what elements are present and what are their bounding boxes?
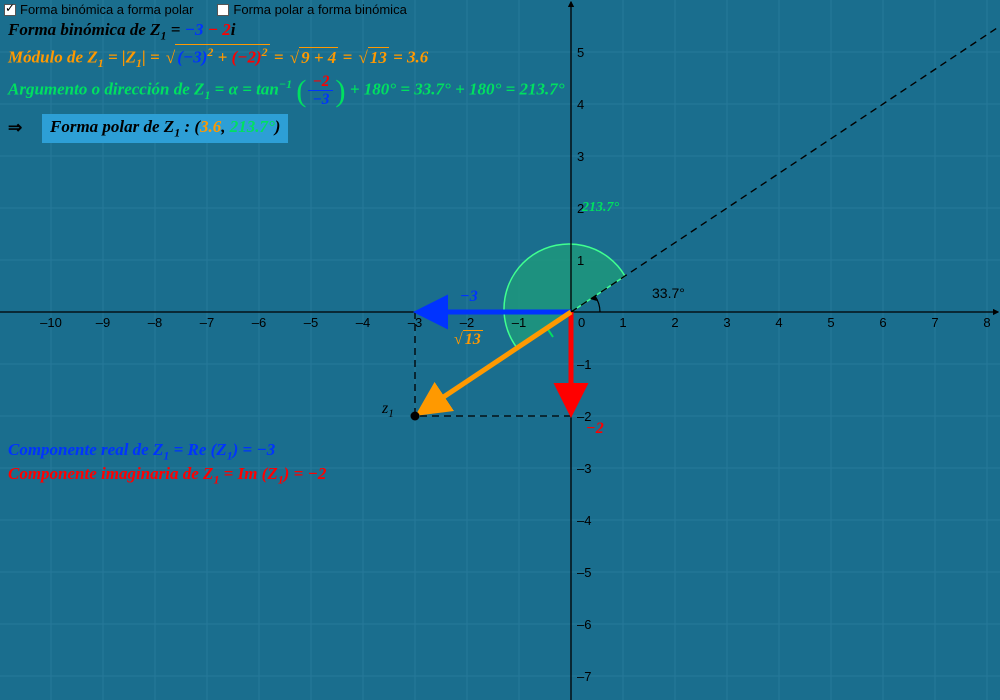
svg-text:4: 4 <box>577 97 584 112</box>
svg-text:1: 1 <box>577 253 584 268</box>
svg-text:–7: –7 <box>200 315 214 330</box>
svg-text:4: 4 <box>775 315 782 330</box>
svg-text:3: 3 <box>577 149 584 164</box>
line-binomica: Forma binómica de Z1 = −3 − 2i <box>8 20 236 43</box>
svg-text:–4: –4 <box>577 513 591 528</box>
label-sqrt13: 13 <box>452 330 483 349</box>
svg-text:–8: –8 <box>148 315 162 330</box>
svg-text:7: 7 <box>931 315 938 330</box>
checkbox-icon <box>4 4 16 16</box>
svg-text:1: 1 <box>619 315 626 330</box>
svg-text:–2: –2 <box>460 315 474 330</box>
svg-text:0: 0 <box>578 315 585 330</box>
svg-text:–3: –3 <box>577 461 591 476</box>
line-argumento: Argumento o dirección de Z1 = α = tan−1 … <box>8 74 565 108</box>
ray-dashed <box>571 26 1000 312</box>
point-z1 <box>411 412 420 421</box>
arrow-icon: ⇒ <box>8 118 22 138</box>
svg-text:–9: –9 <box>96 315 110 330</box>
line-componente-real: Componente real de Z1 = Re (Z1) = −3 <box>8 440 275 463</box>
checkbox-label: Forma polar a forma binómica <box>233 2 406 17</box>
svg-text:6: 6 <box>879 315 886 330</box>
svg-text:–6: –6 <box>252 315 266 330</box>
label-z1: z1 <box>382 400 394 420</box>
checkbox-polar-to-binom[interactable]: Forma polar a forma binómica <box>217 2 406 17</box>
label-neg3: −3 <box>460 288 478 306</box>
svg-text:–7: –7 <box>577 669 591 684</box>
svg-text:–5: –5 <box>304 315 318 330</box>
svg-text:5: 5 <box>827 315 834 330</box>
vector-mod <box>421 312 571 412</box>
svg-text:–1: –1 <box>577 357 591 372</box>
checkbox-binom-to-polar[interactable]: Forma binómica a forma polar <box>4 2 193 17</box>
line-modulo: Módulo de Z1 = |Z1| = (−3)2 + (−2)2 = 9 … <box>8 44 428 71</box>
label-angle-full: 213.7° <box>582 200 619 216</box>
svg-text:5: 5 <box>577 45 584 60</box>
svg-text:2: 2 <box>671 315 678 330</box>
polar-form-box: Forma polar de Z1 : (3.6, 213.7°) <box>42 114 288 143</box>
svg-text:–1: –1 <box>512 315 526 330</box>
label-neg2: −2 <box>586 420 604 438</box>
svg-text:–10: –10 <box>40 315 62 330</box>
mode-checkboxes: Forma binómica a forma polar Forma polar… <box>4 2 407 17</box>
svg-text:3: 3 <box>723 315 730 330</box>
line-componente-imag: Componente imaginaria de Z1 = Im (Z1) = … <box>8 464 326 487</box>
svg-text:–5: –5 <box>577 565 591 580</box>
canvas: –10–9–8 –7–6–5 –4–3–2 –10 123 456 78 543… <box>0 0 1000 700</box>
svg-text:–6: –6 <box>577 617 591 632</box>
svg-text:8: 8 <box>983 315 990 330</box>
label-angle-ref: 33.7° <box>652 285 685 301</box>
checkbox-icon <box>217 4 229 16</box>
checkbox-label: Forma binómica a forma polar <box>20 2 193 17</box>
svg-text:–4: –4 <box>356 315 370 330</box>
